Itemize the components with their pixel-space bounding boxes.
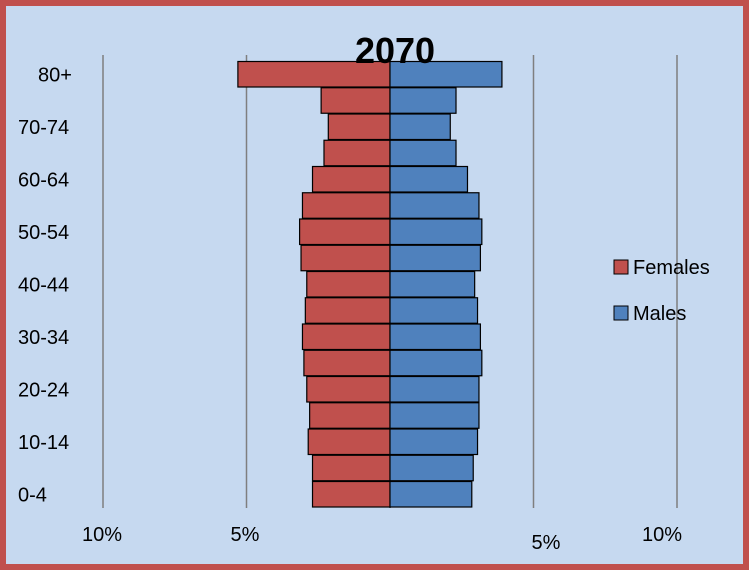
x-tick-label: 10%: [82, 524, 122, 546]
bar-males: [389, 139, 457, 167]
bar-males: [389, 87, 457, 114]
bar-females: [301, 323, 391, 351]
bar-females: [320, 87, 391, 114]
y-tick-label: 80+: [38, 64, 72, 86]
y-tick-label: 10-14: [18, 432, 69, 454]
bar-males: [389, 113, 451, 141]
y-axis-tick-labels: 0-4 10-14 20-24 30-34 40-44 50-54 60-64 70-74 80…: [18, 64, 72, 506]
bar-males: [389, 192, 480, 219]
y-tick-label: 40-44: [18, 274, 69, 296]
bar-females: [311, 454, 391, 482]
bar-males: [389, 297, 479, 324]
bar-males: [389, 165, 469, 193]
legend-swatch-females: [613, 259, 629, 275]
bar-males: [389, 402, 480, 429]
bar-females: [309, 402, 391, 429]
bar-females: [327, 113, 391, 141]
x-tick-label: 5%: [532, 532, 561, 554]
gridlines: [102, 55, 678, 508]
bar-females: [311, 480, 391, 508]
y-tick-label: 50-54: [18, 222, 69, 244]
bar-males: [389, 480, 473, 508]
legend: Females Males: [613, 257, 710, 325]
x-axis-tick-labels: 10% 5% 5% 10%: [82, 524, 682, 554]
bar-females: [307, 428, 391, 456]
bar-males: [389, 270, 476, 298]
y-tick-label: 30-34: [18, 327, 69, 349]
y-tick-label: 70-74: [18, 117, 69, 139]
y-tick-label: 60-64: [18, 169, 69, 191]
bar-females: [303, 349, 391, 377]
bar-females: [311, 165, 391, 193]
bar-males: [389, 218, 483, 246]
y-tick-label: 20-24: [18, 379, 69, 401]
bars: [237, 60, 503, 508]
bar-males: [389, 323, 482, 351]
bar-males: [389, 454, 474, 482]
bar-males: [389, 244, 482, 272]
bar-females: [304, 297, 391, 324]
y-tick-label: 0-4: [18, 484, 47, 506]
bar-females: [298, 218, 391, 246]
bar-males: [389, 428, 479, 456]
bar-females: [301, 192, 391, 219]
bar-males: [389, 349, 483, 377]
bar-females: [300, 244, 391, 272]
x-tick-label: 5%: [231, 524, 260, 546]
x-tick-label: 10%: [642, 524, 682, 546]
bar-females: [306, 375, 391, 403]
legend-swatch-males: [613, 305, 629, 321]
bar-males: [389, 375, 480, 403]
chart-title: 2070: [355, 30, 435, 71]
bar-females: [323, 139, 391, 167]
legend-label-females: Females: [633, 257, 710, 279]
bar-females: [306, 270, 391, 298]
legend-label-males: Males: [633, 303, 686, 325]
